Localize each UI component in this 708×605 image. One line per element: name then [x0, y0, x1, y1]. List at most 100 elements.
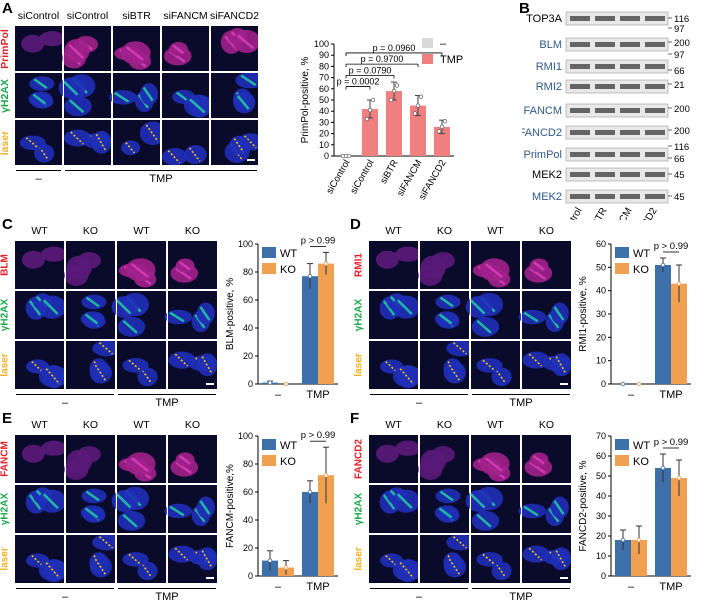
micrograph-cells — [14, 25, 259, 166]
molecular-weight-marker: 200 — [674, 38, 690, 49]
y-tick-label: 30 — [596, 309, 606, 319]
column-header: WT — [385, 225, 402, 237]
y-tick-label: 30 — [596, 511, 606, 521]
p-value-label: p > 0.99 — [301, 430, 336, 441]
gamma-h2ax-stripe — [396, 493, 413, 510]
blot-band — [570, 172, 590, 177]
micrograph-grid-f: WT KO WT KO FANCD2 γH2AX laser – TMP — [350, 419, 572, 605]
y-tick-label: 0 — [601, 379, 606, 389]
bar — [318, 475, 334, 576]
data-point — [620, 537, 626, 543]
molecular-weight-marker: 97 — [674, 50, 685, 61]
data-point — [439, 124, 445, 130]
y-tick-label: 0 — [324, 151, 329, 161]
bar — [615, 540, 631, 576]
group-label: TMP — [155, 397, 179, 409]
laser-track — [45, 562, 61, 579]
laser-track — [141, 563, 153, 578]
gamma-h2ax-stripe — [142, 86, 154, 102]
laser-track — [243, 135, 257, 149]
legend-swatch — [422, 38, 433, 48]
legend-label: WT — [633, 440, 650, 452]
y-tick-label: 0 — [248, 571, 253, 581]
cell-nucleus — [39, 31, 65, 47]
y-tick-label: 40 — [596, 286, 606, 296]
data-point — [370, 97, 376, 103]
data-point — [346, 153, 352, 159]
bar — [671, 478, 687, 576]
chart-d-rmi1-positive: 0 10 20 30 40 50 60 RMI1-positive, % – TMP WT KO p >… — [578, 239, 691, 401]
y-tick-label: 0 — [248, 379, 253, 389]
y-tick-label: 20 — [319, 129, 329, 139]
blot-band-label: PrimPol — [523, 149, 562, 161]
gamma-h2ax-stripe — [122, 319, 138, 334]
blot-band — [595, 64, 615, 69]
laser-track — [128, 359, 142, 372]
column-header: KO — [184, 419, 201, 431]
blot-band — [645, 108, 665, 113]
cell-border — [470, 434, 521, 484]
cell-nucleus — [395, 246, 421, 262]
cell-border — [65, 434, 116, 484]
blot-band-label: BLM — [539, 39, 562, 51]
data-point — [415, 103, 421, 108]
row-label: laser — [0, 130, 11, 155]
column-header: siFANCM — [163, 10, 208, 22]
group-underline — [118, 588, 216, 589]
x-tick-label: TMP — [306, 389, 329, 401]
group-underline — [16, 394, 114, 395]
cell-border — [116, 240, 167, 290]
cell-border — [210, 119, 259, 166]
blot-band — [620, 108, 640, 113]
y-tick-label: 100 — [238, 239, 253, 249]
row-label: laser — [353, 353, 365, 377]
group-underline — [472, 588, 570, 589]
data-point — [636, 537, 642, 543]
row-label: γH2AX — [0, 298, 11, 332]
blot-band-label: FANCM — [524, 105, 563, 117]
blot-band-label: TOP3A — [526, 13, 563, 25]
blot-band — [570, 194, 590, 199]
cell-border — [65, 484, 116, 534]
blot-strip — [565, 147, 669, 162]
y-tick-label: 20 — [243, 543, 253, 553]
blot-strip — [565, 59, 669, 74]
y-axis-label: FANCD2-positive, % — [578, 460, 589, 551]
blot-band-label: MEK2 — [532, 191, 562, 203]
cell-border — [521, 434, 572, 484]
blot-band — [645, 152, 665, 157]
blot-band-label: RMI2 — [536, 81, 562, 93]
laser-track — [38, 146, 49, 161]
laser-track — [448, 364, 460, 381]
legend-swatch — [262, 439, 276, 450]
molecular-weight-marker: 97 — [674, 24, 685, 35]
blot-band — [595, 172, 615, 177]
gamma-h2ax-stripe — [382, 494, 396, 510]
gamma-h2ax-stripe — [85, 296, 100, 308]
bar — [655, 265, 671, 384]
p-value-label: p > 0.99 — [654, 437, 689, 448]
recruitment-stripe — [68, 43, 85, 59]
group-label: – — [415, 591, 423, 603]
cell-border — [419, 240, 470, 290]
column-header: WT — [487, 419, 504, 431]
gamma-h2ax-stripe — [116, 493, 132, 509]
laser-track — [399, 562, 415, 579]
recruitment-stripe — [178, 454, 191, 465]
column-header: KO — [538, 225, 555, 237]
row-label: BLM — [0, 254, 11, 276]
blot-strip — [565, 189, 669, 204]
cell-nucleus — [121, 140, 141, 156]
gamma-h2ax-stripe — [28, 494, 42, 510]
y-tick-label: 40 — [243, 323, 253, 333]
legend-label: KO — [633, 264, 649, 276]
panel-letter-c: C — [2, 216, 13, 233]
cell-border — [63, 25, 112, 72]
gamma-h2ax-stripe — [439, 490, 454, 502]
row-label: γH2AX — [0, 492, 11, 526]
gamma-h2ax-stripe — [236, 95, 250, 110]
p-value-label: p > 0.99 — [301, 235, 336, 246]
bar — [655, 468, 671, 576]
gamma-h2ax-stripe — [470, 299, 486, 315]
x-tick-label: TMP — [659, 389, 682, 401]
